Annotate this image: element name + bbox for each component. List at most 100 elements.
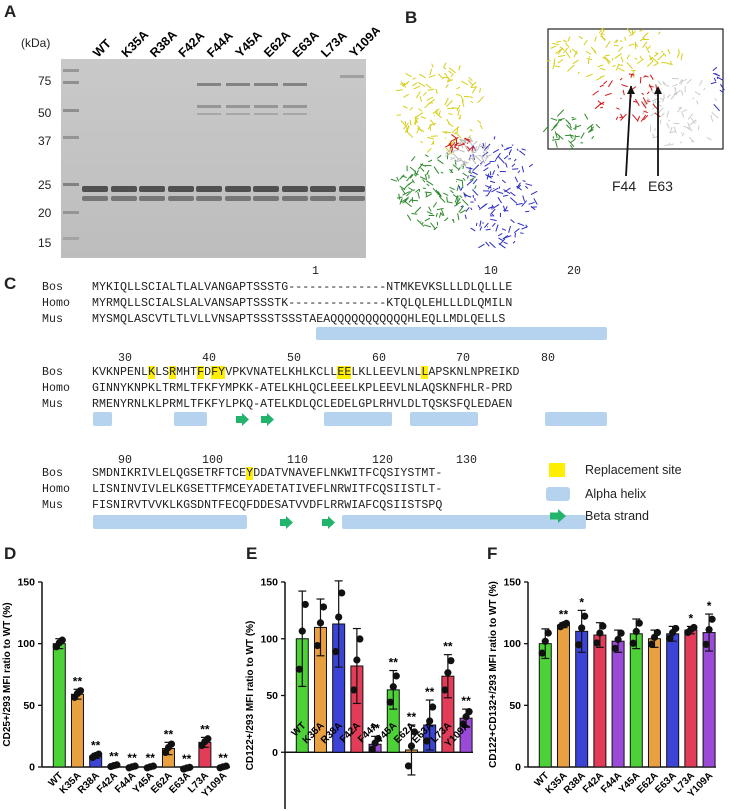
alpha-helix-bar [174,412,207,426]
significance-marker: * [689,611,694,625]
bar-chart-f: CD122+CD132+/293 MFI ratio to WT (%) 0 50 1… [488,577,716,800]
alpha-helix-bar [324,412,392,426]
y-axis-label: CD122+CD132+/293 MFI ratio to WT (%) [488,581,499,768]
data-point [611,644,619,652]
data-point [332,647,340,656]
data-point [447,657,455,665]
residue-number: 100 [202,454,224,467]
residue-label-e63: E63 [648,178,673,194]
data-point [350,686,358,694]
y-tick-label: 150 [17,577,35,589]
data-point [298,627,306,635]
data-point [426,717,434,725]
data-point [95,750,103,758]
data-point [672,624,680,633]
seq-segment: LS [155,366,170,379]
data-point [538,649,546,657]
gel-lane-label: R38A [147,28,180,61]
legend-beta-strand-icon [550,509,566,523]
significance-marker: ** [164,727,174,741]
data-point [690,623,698,632]
data-point [186,763,194,771]
significance-marker: * [707,599,712,613]
marker-label: 37 [38,134,52,148]
replacement-site: L [421,366,429,379]
data-point [614,635,622,644]
gel-lane-label: F42A [176,29,208,61]
seq-segment: APSKNLNPREIKD [428,366,520,379]
residue-number: 1 [312,265,320,278]
gel-lane-label: E62A [261,28,293,60]
seq-segment: VPKVNATELKHLKCLL [225,366,338,379]
data-point [389,683,397,691]
legend-helix-label: Alpha helix [585,487,647,501]
significance-marker: ** [443,640,453,654]
species-label: Bos [42,366,64,379]
residue-number: 130 [456,454,478,467]
replacement-site: R [169,366,177,379]
gel-lane-label: Y109A [347,23,380,60]
alpha-helix-bar [93,412,112,426]
kda-label: (kDa) [21,36,51,50]
y-tick-label: 0 [272,747,278,759]
gel-lane-label: F44A [204,29,236,61]
data-point [708,615,716,623]
significance-marker: ** [559,608,569,622]
data-point [319,603,328,611]
legend-helix-swatch [546,487,570,501]
bar [593,634,607,768]
data-point [429,703,437,711]
beta-strand-icon [280,516,293,529]
data-point [575,641,583,649]
residue-label-f44: F44 [612,178,637,194]
panel-letter-d: D [4,544,17,563]
bar [702,632,716,768]
data-point [423,737,431,745]
legend-replacement-label: Replacement site [585,463,682,477]
residue-number: 50 [287,352,302,365]
marker-label: 20 [38,206,52,220]
panel-letter-e: E [246,544,258,563]
residue-number: 120 [372,454,394,467]
alpha-helix-bar [316,327,607,340]
y-tick-label: 150 [260,577,278,589]
significance-marker: ** [407,710,417,724]
data-point [596,629,604,637]
sequence-bos-2: KVKNPENLKLSRMHTFDFYVPKVNATELKHLKCLLEELKL… [92,366,520,379]
data-point [702,640,710,649]
significance-marker: ** [182,752,192,766]
data-point [295,665,303,673]
bar [629,633,643,768]
legend-replacement-swatch [549,463,565,477]
data-point [404,762,413,770]
bar [647,638,661,768]
marker-label: 25 [38,178,52,192]
seq-segment: SMDNIKRIVLELQGSETRFTCE [92,467,247,480]
gel-image [61,59,366,258]
bar [70,693,84,768]
y-tick-label: 50 [266,690,278,702]
sequence-bos-1: MYKIQLLSCIALTLALVANGAPTSSSTG------------… [92,281,513,294]
panel-letter-b: B [405,8,418,27]
seq-segment: D [204,366,212,379]
significance-marker: ** [73,674,83,688]
seq-segment: LKLLEEVLNL [351,366,422,379]
alpha-helix-bar [545,412,607,426]
y-tick-label: 100 [260,633,278,645]
data-point [58,636,66,644]
significance-marker: ** [425,685,435,699]
data-point [562,619,571,627]
data-point [131,762,139,770]
alpha-helix-bar [93,515,247,529]
data-point [465,708,473,716]
y-tick-label: 50 [509,700,521,712]
gel-lane-label: K35A [119,28,152,61]
panel-letter-f: F [487,544,498,563]
bar-chart-e: CD122+/293 MFI ratio to WT (%) 050100150W… [245,577,473,809]
gel-lane-label: WT [90,36,114,60]
sequence-bos-3: SMDNIKRIVLELQGSETRFTCEYDDATVNAVEFLNKWITF… [92,467,442,480]
data-point [632,627,640,636]
significance-marker: ** [461,694,471,708]
data-point [653,628,662,637]
beta-strand-icon [261,413,274,426]
